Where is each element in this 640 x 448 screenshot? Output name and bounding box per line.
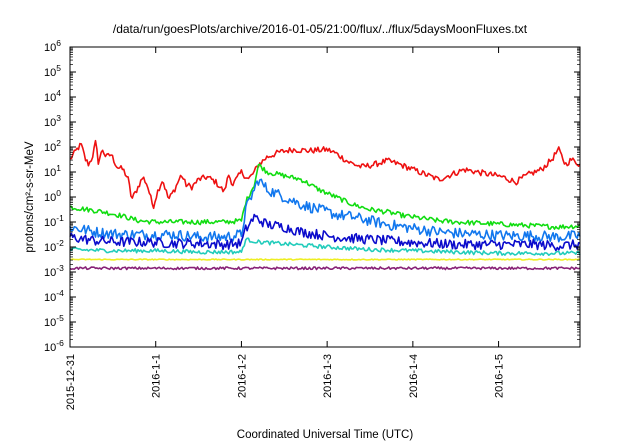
series-line-4 [69,237,581,256]
plot-frame [69,46,581,348]
chart-title: /data/run/goesPlots/archive/2016-01-05/2… [113,22,528,36]
y-tick-label: 105 [44,63,61,79]
y-axis-ticks: 10-6 10-5 10-4 10-3 10-2 10-1 100 101 102 103 104 1… [44,38,580,354]
y-tick-label: 10-1 [44,213,64,229]
series-line-3 [69,213,581,252]
x-tick-label: 2016-1-5 [494,354,506,398]
y-tick-label: 10-6 [44,338,64,354]
y-tick-label: 10-3 [44,263,64,279]
y-axis-label: protons/cm²-s-sr-MeV [24,141,36,253]
y-tick-label: 103 [44,113,61,129]
y-tick-label: 10-4 [44,288,64,304]
y-tick-label: 102 [44,138,61,154]
y-tick-label: 106 [44,38,61,54]
y-tick-label: 101 [44,163,61,179]
series-line-2 [69,178,581,243]
x-tick-label: 2016-1-4 [408,354,420,398]
series-line-0 [70,139,581,210]
x-tick-label: 2016-1-1 [151,354,163,398]
x-axis-ticks: 2015-12-31 2016-1-1 2016-1-2 2016-1-3 2016-1… [65,47,506,410]
x-axis-label: Coordinated Universal Time (UTC) [237,429,414,441]
plot-series [69,139,581,271]
series-line-6 [69,266,581,271]
y-tick-label: 104 [44,88,61,104]
y-tick-label: 10-2 [44,238,64,254]
x-tick-label: 2016-1-2 [236,354,248,398]
series-line-1 [69,163,581,230]
x-tick-label: 2016-1-3 [322,354,334,398]
series-line-5 [69,258,581,261]
x-tick-label: 2015-12-31 [65,354,77,410]
y-tick-label: 100 [44,188,61,204]
y-tick-label: 10-5 [44,313,64,329]
